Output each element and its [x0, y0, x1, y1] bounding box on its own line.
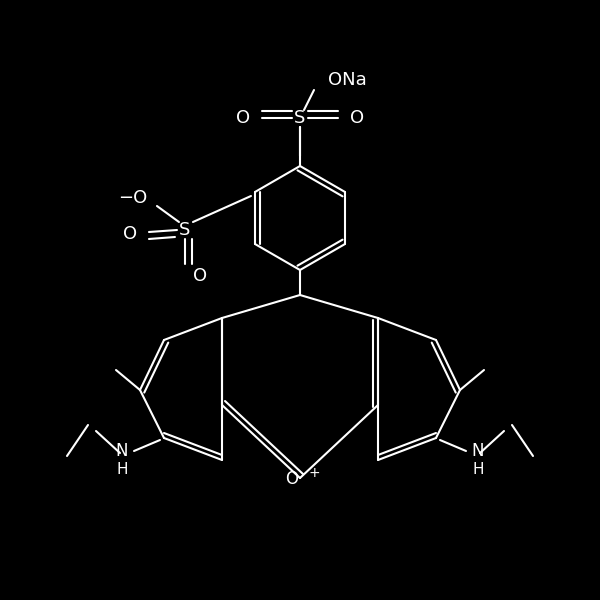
Text: O: O: [350, 109, 364, 127]
Text: N: N: [116, 442, 128, 460]
Text: S: S: [295, 109, 305, 127]
Text: H: H: [472, 461, 484, 476]
Text: +: +: [308, 466, 320, 480]
Text: S: S: [179, 221, 191, 239]
Text: O: O: [285, 470, 298, 488]
Text: −O: −O: [118, 189, 147, 207]
Text: O: O: [236, 109, 250, 127]
Text: O: O: [193, 267, 207, 285]
Text: O: O: [123, 225, 137, 243]
Text: ONa: ONa: [328, 71, 367, 89]
Text: H: H: [116, 461, 128, 476]
Text: N: N: [472, 442, 484, 460]
